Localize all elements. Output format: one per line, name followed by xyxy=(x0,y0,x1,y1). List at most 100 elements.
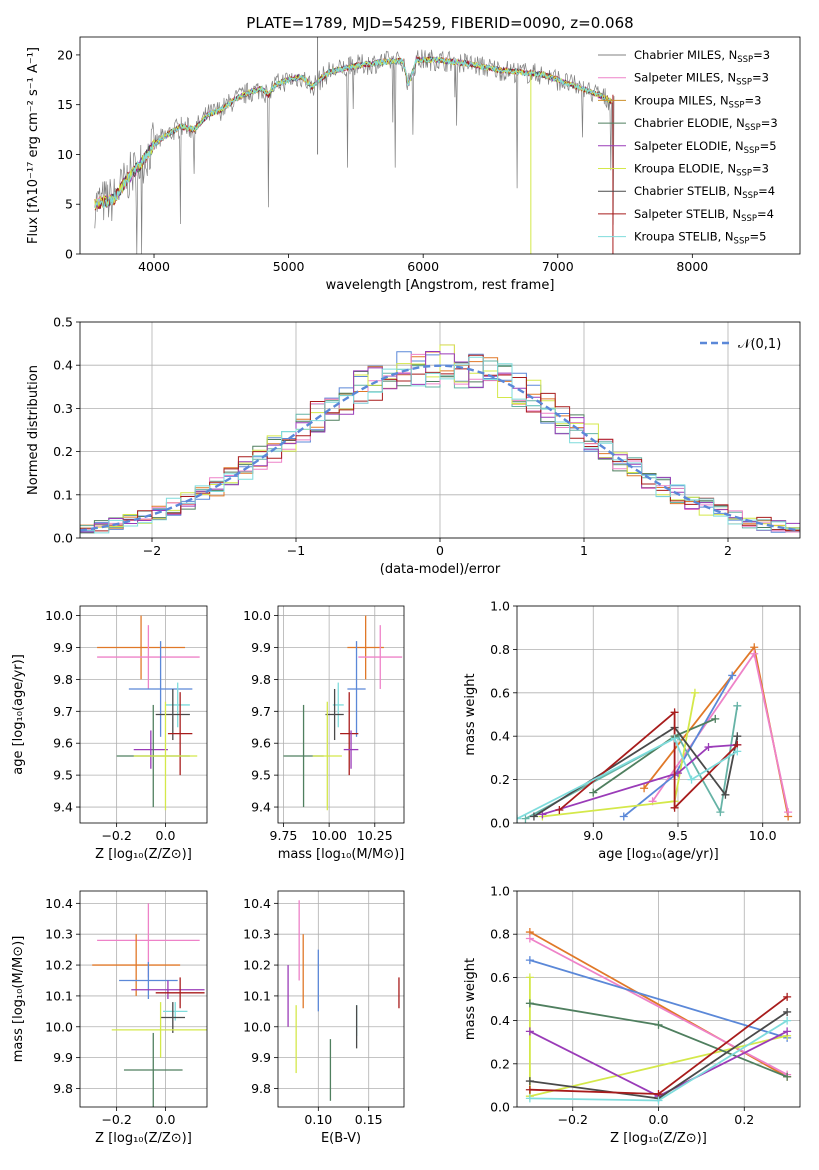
x-tick-label: 0.0 xyxy=(156,828,176,843)
legend-entry: 𝒩(0,1) xyxy=(738,337,781,352)
x-tick-label: 0.2 xyxy=(734,1112,754,1127)
x-axis-label: Z [log₁₀(Z/Z⊙)] xyxy=(610,1131,707,1146)
y-tick-label: 9.5 xyxy=(53,768,73,783)
errorbar-point-7 xyxy=(160,1002,186,1033)
errorbar-point-2 xyxy=(97,625,200,689)
gaussian-reference-curve xyxy=(80,364,800,532)
x-tick-label: 1 xyxy=(580,543,588,558)
y-tick-label: 10.3 xyxy=(45,927,73,942)
legend-entry: Kroupa MILES, NSSP=3 xyxy=(634,93,761,110)
y-tick-label: 15 xyxy=(57,97,73,112)
x-tick-label: 7000 xyxy=(542,259,574,274)
plot-area xyxy=(97,615,200,811)
x-tick-label: 9.75 xyxy=(270,828,298,843)
panel-7: 0.10 0.15 9.8 9.9 10.0 10.1 10.2 10.3 10.4 E(B-V) xyxy=(243,890,405,1146)
marker-point xyxy=(517,814,521,823)
marker-point xyxy=(783,1027,792,1036)
y-tick-label: 10 xyxy=(57,147,73,162)
y-tick-label: 9.4 xyxy=(53,800,73,815)
marker-point xyxy=(733,732,742,741)
marker-point xyxy=(525,999,534,1008)
y-tick-label: 0.0 xyxy=(53,531,73,546)
marker-point xyxy=(654,1020,663,1029)
errorbar-point-8 xyxy=(111,1002,207,1058)
marker-point xyxy=(721,790,730,799)
x-tick-label: 10.0 xyxy=(749,828,777,843)
x-tick-label: 0.10 xyxy=(304,1112,332,1127)
y-tick-label: 0.5 xyxy=(53,315,73,330)
marker-point xyxy=(555,805,564,814)
mass-weight-series-1 xyxy=(643,645,789,817)
errorbar-point-6 xyxy=(167,692,193,776)
x-tick-label: 9.0 xyxy=(583,828,603,843)
errorbar-point-9 xyxy=(123,1032,183,1107)
mass-weight-series-3 xyxy=(529,959,788,1039)
errorbar-point-4 xyxy=(165,682,190,728)
errorbar-point-9 xyxy=(312,701,342,811)
y-tick-label: 0 xyxy=(65,247,73,262)
y-tick-label: 0.2 xyxy=(53,444,73,459)
marker-point xyxy=(728,671,737,680)
spectrum-series-9 xyxy=(94,55,612,209)
y-tick-label: 9.9 xyxy=(53,1050,73,1065)
legend-entry: Chabrier MILES, NSSP=3 xyxy=(634,48,770,65)
y-tick-label: 0.8 xyxy=(490,927,510,942)
marker-point xyxy=(525,1027,534,1036)
marker-point xyxy=(783,1007,792,1016)
x-tick-label: −0.2 xyxy=(558,1112,588,1127)
marker-point xyxy=(640,784,649,793)
mass-weight-series-9 xyxy=(558,710,738,811)
x-axis-label: (data-model)/error xyxy=(380,562,501,577)
marker-point xyxy=(670,803,679,812)
y-tick-label: 0.4 xyxy=(490,729,510,744)
x-axis-label: E(B-V) xyxy=(321,1131,361,1146)
y-tick-label: 0.3 xyxy=(53,401,73,416)
axes-frame xyxy=(79,36,801,255)
histogram-series-9 xyxy=(80,356,800,538)
legend-entry: Chabrier STELIB, NSSP=4 xyxy=(634,184,775,201)
x-tick-label: 10.00 xyxy=(311,828,347,843)
x-tick-label: 9.5 xyxy=(668,828,688,843)
errorbar-point-1 xyxy=(347,615,384,680)
y-axis-label: Normed distribution xyxy=(26,365,41,495)
x-tick-label: 2 xyxy=(724,543,732,558)
marker-point xyxy=(750,649,759,658)
x-tick-label: 8000 xyxy=(676,259,708,274)
y-tick-label: 0.4 xyxy=(490,1013,510,1028)
y-tick-label: 10.0 xyxy=(243,608,271,623)
y-tick-label: 0.1 xyxy=(53,487,73,502)
x-tick-label: 0 xyxy=(436,543,444,558)
errorbar-point-2 xyxy=(358,625,403,689)
marker-point xyxy=(654,1096,663,1105)
y-tick-label: 10.3 xyxy=(243,927,271,942)
marker-point xyxy=(711,714,720,723)
errorbar-point-6 xyxy=(340,692,359,776)
y-axis-label: age [log₁₀(age/yr)] xyxy=(11,654,26,775)
marker-point xyxy=(733,701,742,710)
marker-point xyxy=(529,812,538,821)
y-tick-label: 9.6 xyxy=(53,736,73,751)
y-tick-label: 10.2 xyxy=(45,958,73,973)
legend-entry: Salpeter ELODIE, NSSP=5 xyxy=(634,139,777,156)
y-tick-label: 9.5 xyxy=(251,768,271,783)
y-tick-label: 10.4 xyxy=(45,896,73,911)
x-axis-label: mass [log₁₀(M/M⊙)] xyxy=(278,847,405,862)
plot-area xyxy=(287,900,400,1101)
spectrum-series-1 xyxy=(94,49,615,254)
legend: Chabrier MILES, NSSP=3 Salpeter MILES, NS… xyxy=(598,48,778,247)
x-axis-label: age [log₁₀(age/yr)] xyxy=(598,847,719,862)
axes-frame xyxy=(516,890,801,1108)
marker-point xyxy=(716,808,725,817)
marker-point xyxy=(525,934,534,943)
y-tick-label: 0.6 xyxy=(490,685,510,700)
x-tick-label: 5000 xyxy=(273,259,305,274)
x-tick-label: 4000 xyxy=(138,259,170,274)
y-tick-label: 0.6 xyxy=(490,970,510,985)
y-tick-label: 5 xyxy=(65,197,73,212)
y-tick-label: 9.7 xyxy=(53,704,73,719)
plot-area xyxy=(92,903,207,1107)
legend-entry: Kroupa STELIB, NSSP=5 xyxy=(634,230,766,247)
x-axis-label: Z [log₁₀(Z/Z⊙)] xyxy=(95,847,192,862)
marker-point xyxy=(704,743,713,752)
y-tick-label: 1.0 xyxy=(490,599,510,614)
